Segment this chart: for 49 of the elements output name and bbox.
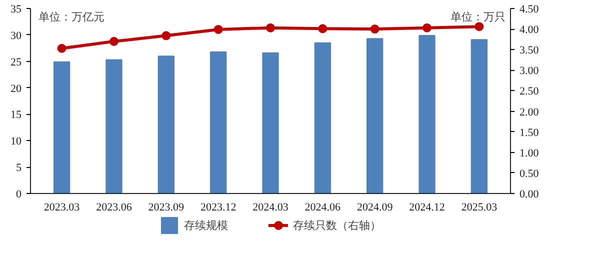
bar [470,39,488,194]
y2-tick-label: 1.00 [520,147,540,160]
y2-tick-label: 4.50 [520,4,540,16]
y-tick-label: 15 [10,109,22,122]
y-tick-label: 25 [10,56,22,68]
x-tick-label: 2024.09 [356,202,394,214]
bar [366,38,384,194]
point [162,31,171,40]
y2-tick-label: 1.50 [520,126,540,139]
y2-tick-label: 4.00 [520,24,540,36]
bar [262,52,279,194]
bar [106,59,122,194]
point [109,36,118,46]
x-tick-label: 2024.03 [252,202,289,214]
y2-tick-label: 3.50 [520,44,540,57]
y-tick-label: 10 [10,136,22,148]
y2-tick-label: 0.50 [520,168,540,180]
annotation: 单位：万只 [450,10,506,24]
y2-tick-label: 3.00 [520,65,540,78]
y-tick-label: 5 [16,162,22,174]
point [422,23,432,32]
point [57,44,66,53]
x-tick-label: 2024.12 [409,202,445,214]
x-tick-label: 2023.06 [96,202,132,214]
x-tick-label: 2023.09 [148,202,185,214]
bar [314,42,331,194]
legend-label: 存续规模 [184,218,228,232]
y2-tick-label: 0.00 [520,188,540,200]
y-tick-label: 30 [10,30,22,42]
point [370,24,380,34]
y2-tick-label: 2.00 [520,106,540,118]
y-tick-label: 35 [10,4,22,16]
point [266,23,275,32]
x-tick-label: 2023.03 [44,202,80,214]
x-tick-label: 2023.12 [200,202,236,214]
point [318,24,328,34]
annotation: 单位：万亿元 [38,10,104,24]
y-tick-label: 20 [10,82,22,95]
legend-label: 存续只数（右轴） [293,218,381,232]
point [214,24,223,34]
x-tick-label: 2025.03 [461,202,498,214]
y2-tick-label: 2.50 [520,86,540,98]
x-tick-label: 2024.06 [304,202,342,214]
bar [158,56,174,194]
bar [418,34,436,194]
y-tick-label: 0 [16,188,22,200]
point [474,22,484,32]
bar [53,61,70,194]
bar [210,51,227,194]
